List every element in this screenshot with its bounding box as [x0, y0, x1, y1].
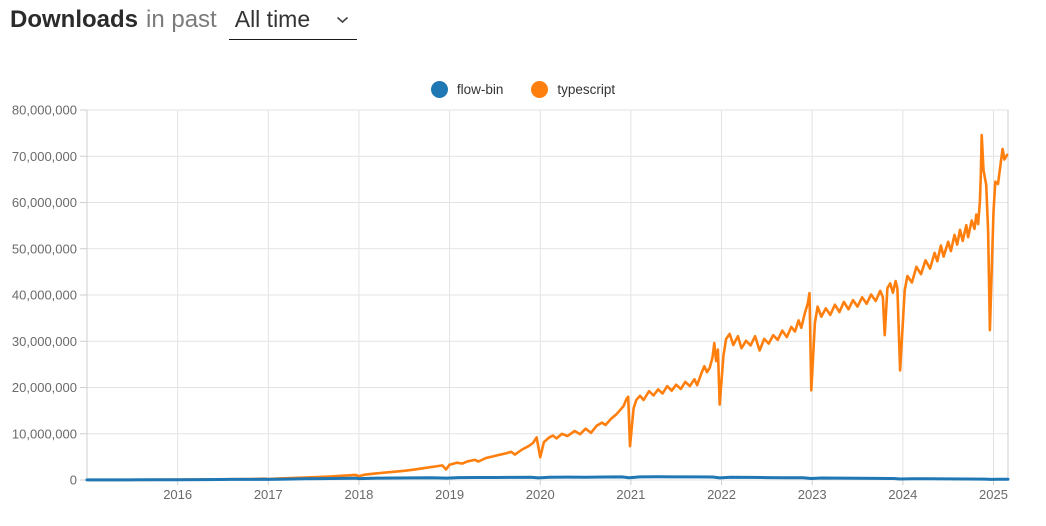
legend-dot-typescript-icon [531, 81, 549, 98]
legend-label-typescript: typescript [557, 82, 616, 97]
y-axis-label: 70,000,000 [12, 149, 77, 164]
time-range-value: All time [234, 6, 311, 32]
y-axis-label: 50,000,000 [12, 241, 77, 256]
x-axis-label: 2019 [435, 487, 464, 502]
series-line-typescript [85, 133, 1009, 482]
page-subtitle: in past [146, 6, 217, 33]
chart-legend: flow-bin typescript [0, 81, 1046, 98]
series-line-flow-bin [85, 475, 1010, 482]
page-title: Downloads [10, 6, 139, 33]
page-header: Downloads in past All time [10, 6, 358, 40]
x-axis-label: 2017 [254, 487, 283, 502]
legend-item-flow-bin[interactable]: flow-bin [430, 81, 504, 98]
x-axis-label: 2023 [798, 487, 827, 502]
time-range-select[interactable]: All time [228, 6, 358, 40]
legend-item-typescript[interactable]: typescript [531, 81, 615, 98]
legend-dot-flow-bin-icon [430, 81, 448, 98]
y-axis-label: 20,000,000 [12, 380, 77, 395]
x-axis-label: 2021 [616, 487, 645, 502]
x-axis-label: 2024 [888, 487, 917, 502]
y-axis-label: 0 [70, 473, 77, 488]
y-axis-label: 80,000,000 [12, 103, 77, 118]
y-axis-label: 60,000,000 [12, 195, 77, 210]
x-axis-label: 2025 [979, 487, 1008, 502]
chevron-down-icon [336, 16, 349, 24]
x-axis-label: 2018 [344, 487, 373, 502]
y-axis-label: 30,000,000 [12, 334, 77, 349]
x-axis-label: 2020 [526, 487, 555, 502]
x-axis-label: 2016 [163, 487, 192, 502]
y-axis-label: 10,000,000 [12, 426, 77, 441]
y-axis-label: 40,000,000 [12, 288, 77, 303]
legend-label-flow-bin: flow-bin [456, 82, 504, 97]
x-axis-label: 2022 [707, 487, 736, 502]
